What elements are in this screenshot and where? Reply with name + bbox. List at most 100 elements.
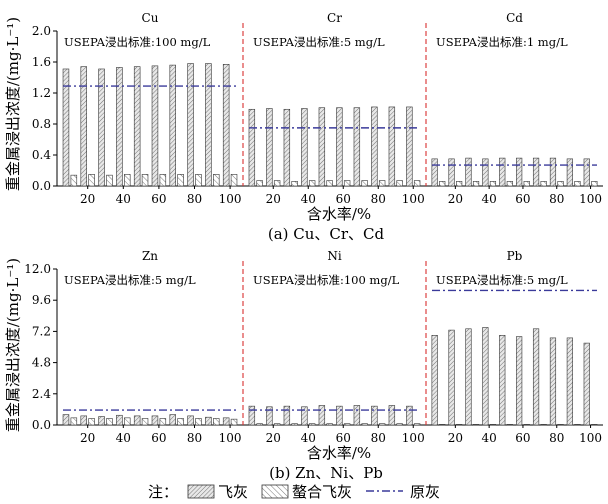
- chart-b-ni-xtick-label: 60: [336, 431, 351, 445]
- chart-a-cd-bar-fly-ash: [499, 157, 506, 187]
- chart-a-cd-bar-chelated: [489, 181, 497, 187]
- chart-a-cu-xtick-label: 20: [80, 192, 95, 206]
- chart-b-ni-bar-fly-ash: [336, 405, 343, 426]
- chart-a-cd-bar-chelated: [439, 181, 446, 187]
- chart-b-zn-bar-chelated: [88, 418, 95, 426]
- chart-b-pb-xtick-label: 40: [482, 431, 497, 445]
- chart-b-ni-bar-fly-ash: [248, 405, 256, 426]
- chart-b-pb-bar-chelated: [591, 424, 598, 426]
- chart-a-cd-standard-label: USEPA浸出标准:1 mg/L: [436, 35, 568, 49]
- chart-a-cr-bar-fly-ash: [406, 106, 413, 187]
- chart-b-pb-bar-fly-ash: [532, 328, 540, 426]
- chart-b-zn-bar-fly-ash: [187, 415, 194, 426]
- chart-a-cr-bar-chelated: [378, 180, 386, 187]
- chart-a: 0.0 0.4 0.8 1.2 1.6 2.0 Cu USEPA浸出标准:100 mg/L 20…: [4, 11, 603, 243]
- chart-a-cd-bar-fly-ash: [431, 158, 438, 187]
- chart-a-cu-bar-chelated: [230, 174, 238, 187]
- chart-a-ylabel: 重金属浸出浓度/(mg·L⁻¹): [4, 17, 22, 191]
- chart-b-zn-bar-chelated: [195, 418, 202, 426]
- chart-a-cd-xtick-label: 100: [579, 192, 602, 206]
- chart-b-ytick-label: 9.6: [32, 293, 51, 307]
- chart-a-ytick-label: 1.2: [32, 86, 51, 100]
- chart-a-cr-bar-fly-ash: [248, 108, 256, 187]
- chart-b-caption: (b) Zn、Ni、Pb: [269, 464, 383, 482]
- chart-b-ni-xtick-label: 40: [301, 431, 316, 445]
- chart-a-cd-bar-chelated: [456, 181, 463, 187]
- chart-a-cr-bar-chelated: [361, 180, 368, 187]
- chart-b-zn-bar-chelated: [141, 418, 149, 426]
- chart-a-cu-bar-fly-ash: [98, 68, 105, 187]
- chart-b-zn-bar-chelated: [177, 418, 184, 426]
- chart-b-zn-bar-fly-ash: [80, 415, 87, 426]
- chart-b-ni-bar-chelated: [273, 423, 281, 426]
- chart-b-ni-bar-fly-ash: [388, 405, 396, 426]
- chart-b-pb-title: Pb: [507, 249, 523, 263]
- chart-b-ni-bar-chelated: [256, 423, 263, 426]
- chart-a-cr-bar-fly-ash: [301, 108, 308, 187]
- chart-a-cd-bar-fly-ash: [566, 158, 573, 187]
- chart-b-pb-bar-chelated: [506, 424, 513, 426]
- chart-b-pb-bar-fly-ash: [465, 328, 472, 426]
- chart-b: 0.0 2.4 4.8 7.2 9.6 12.0 Zn USEPA浸出标准:5 mg/L 20 4…: [4, 249, 603, 482]
- legend-prefix: 注：: [148, 483, 178, 501]
- chart-a-cu-xtick-label: 100: [219, 192, 242, 206]
- chart-b-zn-bar-fly-ash: [151, 415, 159, 426]
- chart-b-pb-bar-chelated: [557, 424, 564, 426]
- chart-b-zn-bar-fly-ash: [116, 414, 123, 426]
- chart-a-cd-bar-chelated: [574, 181, 581, 187]
- chart-b-zn-bar-fly-ash: [98, 416, 105, 426]
- chart-a-cu-bar-fly-ash: [205, 63, 212, 187]
- chart-a-cd-bar-fly-ash: [532, 157, 540, 187]
- chart-b-pb-xtick-label: 60: [515, 431, 530, 445]
- chart-b-ni-bar-fly-ash: [318, 405, 326, 426]
- chart-b-xlabel: 含水率/%: [307, 444, 371, 462]
- chart-a-cd-bar-fly-ash: [465, 157, 472, 187]
- chart-a-cu-bar-chelated: [70, 174, 78, 187]
- chart-a-cr-title: Cr: [327, 11, 342, 25]
- chart-a-cd-bar-fly-ash: [549, 157, 557, 187]
- chart-a-cr-bar-chelated: [273, 180, 281, 187]
- chart-a-cr-bar-fly-ash: [336, 107, 343, 187]
- legend-label-raw-ash: 原灰: [410, 483, 440, 501]
- chart-b-zn-bar-fly-ash: [169, 414, 177, 426]
- chart-a-cr-bar-fly-ash: [318, 107, 326, 187]
- chart-a-cd-bar-fly-ash: [482, 158, 489, 187]
- chart-a-cr-xtick-label: 40: [301, 192, 316, 206]
- chart-b-pb-bar-fly-ash: [499, 334, 506, 426]
- chart-a-ytick-label: 2.0: [32, 24, 51, 38]
- chart-b-pb-bar-fly-ash: [448, 329, 455, 426]
- chart-b-ni-bar-fly-ash: [353, 405, 361, 426]
- chart-a-ytick-label: 1.6: [32, 55, 51, 69]
- chart-a-cr-xtick-label: 60: [336, 192, 351, 206]
- chart-b-pb-bar-fly-ash: [566, 337, 573, 426]
- chart-b-zn-bar-fly-ash: [133, 415, 141, 426]
- chart-b-pb-bar-chelated: [489, 424, 497, 426]
- chart-a-plot: 0.0 0.4 0.8 1.2 1.6 2.0 Cu USEPA浸出标准:100 mg/L 20…: [32, 11, 603, 206]
- chart-a-cr-bar-chelated: [256, 180, 263, 187]
- legend: 注： 飞灰 螯合飞灰 原灰: [148, 483, 440, 501]
- chart-b-pb-bar-chelated: [574, 424, 581, 426]
- chart-b-ni-bar-chelated: [343, 423, 351, 426]
- chart-b-pb-xtick-label: 100: [579, 431, 602, 445]
- chart-a-cr-bar-fly-ash: [388, 106, 396, 187]
- chart-a-cu-bar-fly-ash: [222, 64, 230, 187]
- chart-a-cu-title: Cu: [142, 11, 159, 25]
- chart-b-ni-standard-label: USEPA浸出标准:100 mg/L: [253, 273, 400, 287]
- chart-b-zn-xtick-label: 40: [116, 431, 131, 445]
- chart-a-cu-bar-fly-ash: [187, 63, 194, 187]
- chart-b-zn-xtick-label: 20: [80, 431, 95, 445]
- chart-b-pb-bar-fly-ash: [516, 336, 523, 426]
- chart-a-cd-xtick-label: 60: [515, 192, 530, 206]
- chart-b-pb-standard-label: USEPA浸出标准:5 mg/L: [436, 273, 568, 287]
- chart-a-cd-bar-chelated: [506, 181, 513, 187]
- chart-a-cu-bar-chelated: [141, 174, 149, 187]
- chart-a-cd-bar-chelated: [472, 181, 480, 187]
- chart-b-ni-bar-chelated: [378, 423, 386, 426]
- chart-b-ni-bar-chelated: [308, 423, 316, 426]
- chart-a-cr-xtick-label: 80: [371, 192, 386, 206]
- chart-b-zn-bar-chelated: [70, 417, 78, 426]
- chart-b-pb-xtick-label: 80: [549, 431, 564, 445]
- chart-a-cr-bar-chelated: [308, 180, 316, 187]
- chart-a-cu-bar-fly-ash: [62, 68, 70, 187]
- chart-a-cd-title: Cd: [506, 11, 523, 25]
